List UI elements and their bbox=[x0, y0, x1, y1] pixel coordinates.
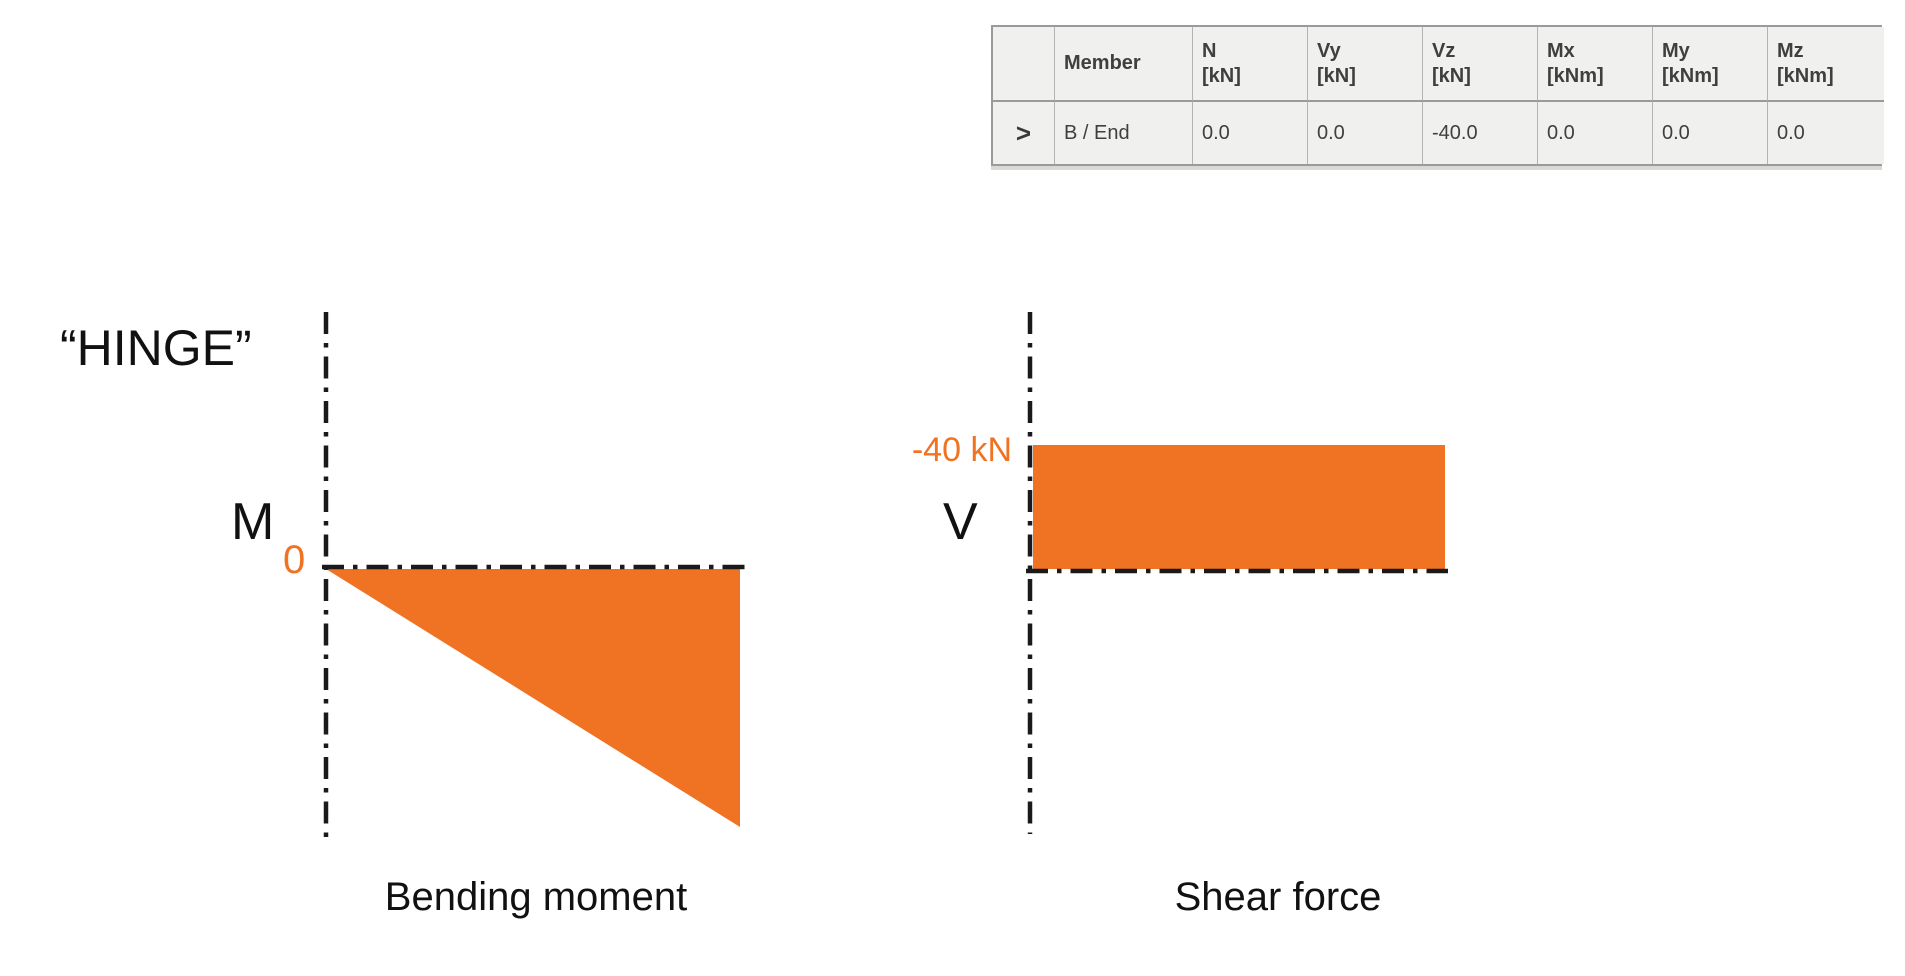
header-vz: Vz [kN] bbox=[1423, 27, 1538, 102]
row-selector-chevron-icon: > bbox=[1015, 117, 1032, 148]
bending-moment-area bbox=[326, 569, 740, 827]
cell-vy[interactable]: 0.0 bbox=[1308, 102, 1423, 164]
header-row-selector bbox=[993, 27, 1055, 102]
cell-n[interactable]: 0.0 bbox=[1193, 102, 1308, 164]
header-n: N [kN] bbox=[1193, 27, 1308, 102]
cell-member[interactable]: B / End bbox=[1055, 102, 1193, 164]
header-mz: Mz [kNm] bbox=[1768, 27, 1884, 102]
shear-axis-label: V bbox=[943, 493, 978, 551]
header-vy: Vy [kN] bbox=[1308, 27, 1423, 102]
header-member-label: Member bbox=[1064, 52, 1141, 74]
header-my: My [kNm] bbox=[1653, 27, 1768, 102]
shear-force-area bbox=[1033, 445, 1445, 569]
hinge-annotation: “HINGE” bbox=[60, 320, 252, 376]
cell-my[interactable]: 0.0 bbox=[1653, 102, 1768, 164]
moment-zero-label: 0 bbox=[283, 538, 306, 582]
header-mx: Mx [kNm] bbox=[1538, 27, 1653, 102]
shear-force-caption: Shear force bbox=[1174, 875, 1382, 919]
shear-value-label: -40 kN bbox=[911, 431, 1012, 469]
moment-axis-label: M bbox=[231, 493, 275, 551]
member-forces-table: Member N [kN] Vy [kN] Vz [kN] Mx [kNm] M… bbox=[991, 25, 1884, 166]
bending-moment-caption: Bending moment bbox=[384, 875, 688, 919]
header-member: Member bbox=[1055, 27, 1193, 102]
cell-vz[interactable]: -40.0 bbox=[1423, 102, 1538, 164]
row-selector-cell[interactable]: > bbox=[993, 102, 1055, 164]
cell-mz[interactable]: 0.0 bbox=[1768, 102, 1884, 164]
cell-mx[interactable]: 0.0 bbox=[1538, 102, 1653, 164]
